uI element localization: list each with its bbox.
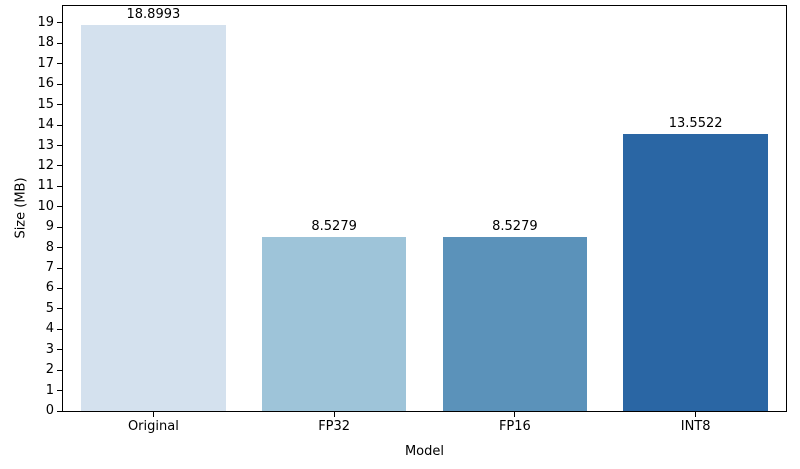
- x-tick-label-int8: INT8: [680, 419, 711, 434]
- x-tick-mark: [695, 412, 697, 417]
- bar-fp32: [261, 236, 407, 411]
- y-tick-mark: [57, 104, 62, 106]
- x-tick-label-original: Original: [127, 419, 179, 434]
- bar-value-label: 18.8993: [126, 7, 181, 23]
- y-tick-label: 5: [45, 300, 54, 316]
- y-tick-mark: [57, 349, 62, 351]
- y-tick-mark: [57, 287, 62, 289]
- y-tick-mark: [57, 165, 62, 167]
- y-tick-label: 19: [37, 14, 54, 30]
- y-tick-label: 14: [37, 117, 54, 133]
- y-tick-mark: [57, 390, 62, 392]
- y-tick-label: 12: [37, 157, 54, 173]
- y-tick-mark: [57, 22, 62, 24]
- bar-int8: [623, 134, 768, 411]
- y-tick-mark: [57, 42, 62, 44]
- y-tick-label: 6: [45, 280, 54, 296]
- y-tick-mark: [57, 369, 62, 371]
- x-tick-label-fp16: FP16: [498, 419, 531, 434]
- y-tick-label: 13: [37, 137, 54, 153]
- y-tick-mark: [57, 410, 62, 412]
- y-tick-label: 8: [45, 239, 54, 255]
- y-tick-label: 15: [37, 96, 54, 112]
- y-tick-mark: [57, 308, 62, 310]
- y-tick-mark: [57, 185, 62, 187]
- y-tick-label: 1: [45, 382, 54, 398]
- y-tick-label: 2: [45, 362, 54, 378]
- bar-original: [81, 25, 226, 411]
- plot-area: 0 1 2 3 4 5 6 7 8 9 10 11 12 13 14 15 16 17 18 19 18.8993 Ori…: [37, 5, 787, 434]
- y-tick-label: 11: [37, 178, 54, 194]
- bar-value-label: 8.5279: [311, 218, 357, 234]
- y-tick-label: 7: [45, 260, 54, 276]
- x-tick-mark: [514, 412, 516, 417]
- y-tick-label: 17: [37, 55, 54, 71]
- x-axis-label: Model: [404, 444, 445, 459]
- bar-value-label: 8.5279: [492, 218, 538, 234]
- y-tick-mark: [57, 328, 62, 330]
- y-tick-label: 0: [45, 403, 54, 418]
- y-tick-mark: [57, 83, 62, 85]
- y-tick-label: 9: [45, 219, 54, 235]
- bar-value-label: 13.5522: [668, 116, 723, 132]
- y-tick-label: 4: [45, 321, 54, 337]
- y-tick-label: 18: [37, 35, 54, 51]
- y-tick-mark: [57, 206, 62, 208]
- y-tick-label: 3: [45, 341, 54, 357]
- y-tick-mark: [57, 124, 62, 126]
- y-tick-label: 10: [37, 198, 54, 214]
- y-tick-mark: [57, 63, 62, 65]
- y-tick-mark: [57, 145, 62, 146]
- bar-fp16: [442, 236, 588, 411]
- y-tick-mark: [57, 267, 62, 269]
- y-tick-mark: [57, 247, 62, 249]
- x-tick-label-fp32: FP32: [318, 419, 351, 434]
- x-tick-mark: [152, 412, 154, 417]
- x-tick-mark: [333, 412, 335, 417]
- y-tick-label: 16: [37, 76, 54, 92]
- y-tick-mark: [57, 226, 62, 228]
- y-axis-label: Size (MB): [13, 177, 29, 239]
